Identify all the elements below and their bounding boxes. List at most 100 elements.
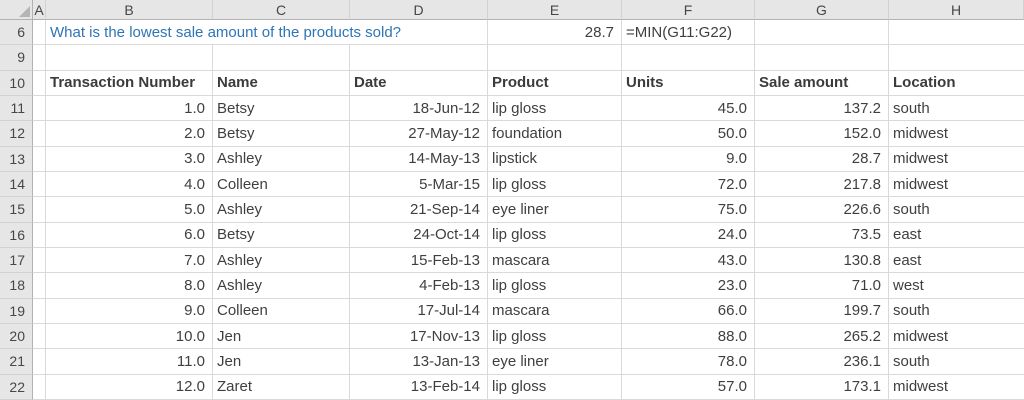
cell-F16[interactable]: 24.0 xyxy=(622,222,755,248)
cell-D9[interactable] xyxy=(350,45,488,71)
cell-A18[interactable] xyxy=(33,273,46,299)
column-header-E[interactable]: E xyxy=(488,0,622,20)
cell-F9[interactable] xyxy=(622,45,755,71)
cell-G21[interactable]: 236.1 xyxy=(755,349,889,375)
cell-C20[interactable]: Jen xyxy=(213,323,350,350)
cell-D11[interactable]: 18-Jun-12 xyxy=(350,95,488,122)
cell-B13[interactable]: 3.0 xyxy=(46,146,213,172)
cell-C18[interactable]: Ashley xyxy=(213,273,350,299)
cell-C21[interactable]: Jen xyxy=(213,349,350,375)
cell-D15[interactable]: 21-Sep-14 xyxy=(350,197,488,223)
cell-B14[interactable]: 4.0 xyxy=(46,171,213,198)
cell-H21[interactable]: south xyxy=(889,349,1024,375)
formula-cell[interactable]: =MIN(G11:G22) xyxy=(622,20,755,46)
cell-G12[interactable]: 152.0 xyxy=(755,121,889,147)
header-date[interactable]: Date xyxy=(350,70,488,96)
header-units[interactable]: Units xyxy=(622,70,755,96)
cell-G14[interactable]: 217.8 xyxy=(755,171,889,198)
column-header-D[interactable]: D xyxy=(350,0,488,20)
cell-E22[interactable]: lip gloss xyxy=(488,374,622,400)
cell-G11[interactable]: 137.2 xyxy=(755,95,889,122)
row-header-16[interactable]: 16 xyxy=(0,222,33,248)
cell-D12[interactable]: 27-May-12 xyxy=(350,121,488,147)
cell-D17[interactable]: 15-Feb-13 xyxy=(350,247,488,274)
cell-A16[interactable] xyxy=(33,222,46,248)
cell-D18[interactable]: 4-Feb-13 xyxy=(350,273,488,299)
cell-H11[interactable]: south xyxy=(889,95,1024,122)
cell-A12[interactable] xyxy=(33,121,46,147)
column-header-C[interactable]: C xyxy=(213,0,350,20)
cell-E9[interactable] xyxy=(488,45,622,71)
cell-E21[interactable]: eye liner xyxy=(488,349,622,375)
cell-F12[interactable]: 50.0 xyxy=(622,121,755,147)
cell-A9[interactable] xyxy=(33,45,46,71)
cell-G15[interactable]: 226.6 xyxy=(755,197,889,223)
cell-B12[interactable]: 2.0 xyxy=(46,121,213,147)
cell-C19[interactable]: Colleen xyxy=(213,298,350,324)
cell-D19[interactable]: 17-Jul-14 xyxy=(350,298,488,324)
cell-G13[interactable]: 28.7 xyxy=(755,146,889,172)
answer-cell[interactable]: 28.7 xyxy=(488,20,622,46)
cell-H12[interactable]: midwest xyxy=(889,121,1024,147)
cell-B19[interactable]: 9.0 xyxy=(46,298,213,324)
header-sale-amount[interactable]: Sale amount xyxy=(755,70,889,96)
cell-H13[interactable]: midwest xyxy=(889,146,1024,172)
column-header-G[interactable]: G xyxy=(755,0,889,20)
cell-B11[interactable]: 1.0 xyxy=(46,95,213,122)
cell-A21[interactable] xyxy=(33,349,46,375)
cell-B17[interactable]: 7.0 xyxy=(46,247,213,274)
row-header-14[interactable]: 14 xyxy=(0,171,33,198)
cell-H19[interactable]: south xyxy=(889,298,1024,324)
cell-G20[interactable]: 265.2 xyxy=(755,323,889,350)
cell-B21[interactable]: 11.0 xyxy=(46,349,213,375)
cell-C15[interactable]: Ashley xyxy=(213,197,350,223)
cell-D16[interactable]: 24-Oct-14 xyxy=(350,222,488,248)
row-header-19[interactable]: 19 xyxy=(0,298,33,324)
row-header-11[interactable]: 11 xyxy=(0,95,33,122)
cell-C9[interactable] xyxy=(213,45,350,71)
cell-H6[interactable] xyxy=(889,20,1024,46)
row-header-20[interactable]: 20 xyxy=(0,323,33,350)
cell-A19[interactable] xyxy=(33,298,46,324)
column-header-F[interactable]: F xyxy=(622,0,755,20)
row-header-21[interactable]: 21 xyxy=(0,349,33,375)
cell-F13[interactable]: 9.0 xyxy=(622,146,755,172)
cell-A17[interactable] xyxy=(33,247,46,274)
cell-G9[interactable] xyxy=(755,45,889,71)
cell-B15[interactable]: 5.0 xyxy=(46,197,213,223)
cell-B22[interactable]: 12.0 xyxy=(46,374,213,400)
cell-E17[interactable]: mascara xyxy=(488,247,622,274)
cell-D14[interactable]: 5-Mar-15 xyxy=(350,171,488,198)
cell-E20[interactable]: lip gloss xyxy=(488,323,622,350)
column-header-H[interactable]: H xyxy=(889,0,1024,20)
cell-C11[interactable]: Betsy xyxy=(213,95,350,122)
row-header-6[interactable]: 6 xyxy=(0,20,33,46)
cell-F20[interactable]: 88.0 xyxy=(622,323,755,350)
cell-H9[interactable] xyxy=(889,45,1024,71)
cell-G16[interactable]: 73.5 xyxy=(755,222,889,248)
cell-E18[interactable]: lip gloss xyxy=(488,273,622,299)
cell-E11[interactable]: lip gloss xyxy=(488,95,622,122)
row-header-18[interactable]: 18 xyxy=(0,273,33,299)
row-header-10[interactable]: 10 xyxy=(0,70,33,96)
cell-B9[interactable] xyxy=(46,45,213,71)
cell-C13[interactable]: Ashley xyxy=(213,146,350,172)
row-header-15[interactable]: 15 xyxy=(0,197,33,223)
row-header-22[interactable]: 22 xyxy=(0,374,33,400)
row-header-17[interactable]: 17 xyxy=(0,247,33,274)
cell-G6[interactable] xyxy=(755,20,889,46)
row-header-9[interactable]: 9 xyxy=(0,45,33,71)
select-all-corner[interactable] xyxy=(0,0,33,20)
column-header-B[interactable]: B xyxy=(46,0,213,20)
cell-C14[interactable]: Colleen xyxy=(213,171,350,198)
cell-G18[interactable]: 71.0 xyxy=(755,273,889,299)
header-name[interactable]: Name xyxy=(213,70,350,96)
cell-E14[interactable]: lip gloss xyxy=(488,171,622,198)
header-product[interactable]: Product xyxy=(488,70,622,96)
cell-E19[interactable]: mascara xyxy=(488,298,622,324)
question-cell[interactable]: What is the lowest sale amount of the pr… xyxy=(46,20,488,46)
cell-H17[interactable]: east xyxy=(889,247,1024,274)
cell-E12[interactable]: foundation xyxy=(488,121,622,147)
cell-E15[interactable]: eye liner xyxy=(488,197,622,223)
cell-H16[interactable]: east xyxy=(889,222,1024,248)
